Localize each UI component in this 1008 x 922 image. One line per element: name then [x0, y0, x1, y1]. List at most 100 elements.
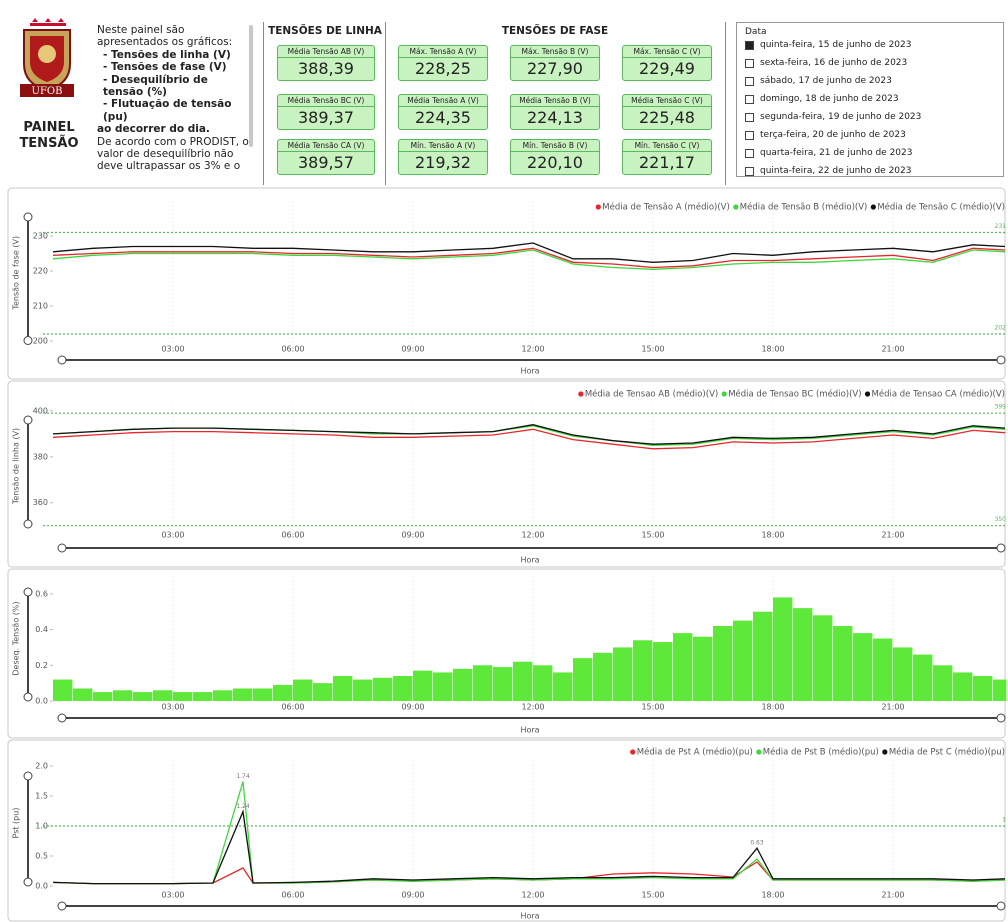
x-tick-label: 15:00 [641, 891, 664, 900]
divider [385, 22, 386, 185]
bar [493, 667, 513, 701]
legend-dot [630, 749, 636, 755]
x-tick-label: 03:00 [161, 531, 184, 540]
x-tick-label: 03:00 [161, 345, 184, 354]
x-tick-label: 15:00 [641, 531, 664, 540]
legend-label: Média de Tensao AB (médio)(V) [585, 389, 718, 400]
date-label[interactable]: quinta-feira, 15 de junho de 2023 [760, 40, 912, 50]
kpi-card: Média Tensão A (V) 224,35 [398, 94, 488, 130]
kpi-card: Máx. Tensão A (V) 228,25 [398, 45, 488, 81]
date-option[interactable]: domingo, 18 de junho de 2023 [745, 94, 899, 104]
bar [533, 665, 553, 701]
date-label[interactable]: terça-feira, 20 de junho de 2023 [760, 130, 906, 140]
checkbox[interactable] [745, 166, 754, 176]
date-option[interactable]: sábado, 17 de junho de 2023 [745, 76, 892, 86]
series-line [52, 424, 1006, 445]
kpi-card: Média Tensão B (V) 224,13 [510, 94, 600, 130]
y-slider-handle [23, 519, 33, 529]
y-axis-label: Tensão de fase (V) [12, 236, 21, 311]
x-tick-label: 12:00 [521, 531, 544, 540]
bar [633, 640, 653, 701]
bar [53, 679, 73, 701]
legend-label: Média de Tensão C (médio)(V) [877, 202, 1005, 213]
y-tick-label: 0.0 [35, 882, 48, 891]
date-option[interactable]: segunda-feira, 19 de junho de 2023 [745, 112, 921, 122]
kpi-label: Média Tensão CA (V) [278, 140, 374, 152]
logo: UFOB [20, 18, 74, 97]
x-tick-label: 21:00 [881, 703, 904, 712]
kpi-value: 389,57 [298, 153, 354, 172]
bar [113, 690, 133, 701]
y-tick-label: 230 [33, 232, 48, 241]
x-tick-label: 12:00 [521, 891, 544, 900]
checkbox[interactable] [745, 40, 754, 50]
scrollbar[interactable] [249, 25, 253, 147]
y-tick-label: 0.6 [35, 589, 48, 598]
kpi-value: 220,10 [527, 153, 583, 172]
legend-label: Média de Pst A (médio)(pu) [637, 747, 753, 758]
date-label[interactable]: sábado, 17 de junho de 2023 [760, 76, 892, 86]
kpi-value: 224,35 [415, 108, 471, 127]
kpi-value: 221,17 [639, 153, 695, 172]
x-tick-label: 21:00 [881, 345, 904, 354]
y-slider-handle [23, 877, 33, 887]
kpi-label: Máx. Tensão C (V) [623, 46, 711, 58]
data-label: 1.74 [236, 773, 250, 780]
date-label[interactable]: quarta-feira, 21 de junho de 2023 [760, 148, 913, 158]
x-axis-label: Hora [520, 912, 539, 921]
x-tick-label: 18:00 [761, 531, 784, 540]
y-tick-label: 220 [33, 267, 48, 276]
bar [673, 633, 693, 701]
checkbox[interactable] [745, 58, 754, 68]
bar [873, 638, 893, 701]
description-note: De acordo com o PRODIST, o valor de dese… [97, 135, 249, 173]
kpi-label: Mín. Tensão B (V) [511, 140, 599, 152]
filter-title: Data [745, 27, 767, 37]
date-option[interactable]: quinta-feira, 15 de junho de 2023 [745, 40, 911, 50]
description-outro: ao decorrer do dia. [97, 123, 210, 136]
description-item: - Tensões de fase (V) [103, 61, 227, 74]
kpi-value: 227,90 [527, 59, 583, 78]
bar [833, 626, 853, 701]
chart-panel [7, 187, 1006, 380]
x-tick-label: 03:00 [161, 891, 184, 900]
date-option[interactable]: quinta-feira, 22 de junho de 2023 [745, 166, 911, 176]
x-tick-label: 21:00 [881, 531, 904, 540]
kpi-card: Média Tensão CA (V) 389,57 [277, 139, 375, 175]
bar [193, 692, 213, 701]
kpi-label: Máx. Tensão B (V) [511, 46, 599, 58]
bar [893, 647, 913, 701]
checkbox[interactable] [745, 76, 754, 86]
kpi-label: Média Tensão BC (V) [278, 95, 374, 107]
kpi-label: Mín. Tensão A (V) [399, 140, 487, 152]
date-option[interactable]: sexta-feira, 16 de junho de 2023 [745, 58, 907, 68]
date-option[interactable]: terça-feira, 20 de junho de 2023 [745, 130, 906, 140]
kpi-label: Média Tensão AB (V) [278, 46, 374, 58]
kpi-value: 224,13 [527, 108, 583, 127]
bar [913, 654, 933, 701]
checkbox[interactable] [745, 112, 754, 122]
date-label[interactable]: segunda-feira, 19 de junho de 2023 [760, 112, 922, 122]
date-label[interactable]: domingo, 18 de junho de 2023 [760, 94, 899, 104]
date-filter: Data quinta-feira, 15 de junho de 2023 se… [736, 22, 1004, 177]
bar [613, 647, 633, 701]
date-label[interactable]: quinta-feira, 22 de junho de 2023 [760, 166, 912, 176]
checkbox[interactable] [745, 148, 754, 158]
checkbox[interactable] [745, 130, 754, 140]
kpi-value: 229,49 [639, 59, 695, 78]
reference-label: 202 [995, 325, 1007, 332]
date-label[interactable]: sexta-feira, 16 de junho de 2023 [760, 58, 908, 68]
bar [753, 611, 773, 701]
series-line [52, 781, 1006, 885]
checkbox[interactable] [745, 94, 754, 104]
bar [973, 676, 993, 701]
legend-dot [870, 204, 876, 210]
legend-label: Média de Pst C (médio)(pu) [889, 747, 1005, 758]
kpi-card: Máx. Tensão B (V) 227,90 [510, 45, 600, 81]
bar [313, 683, 333, 701]
kpi-card: Média Tensão BC (V) 389,37 [277, 94, 375, 130]
date-option[interactable]: quarta-feira, 21 de junho de 2023 [745, 148, 913, 158]
x-slider-handle [57, 713, 67, 723]
kpi-label: Máx. Tensão A (V) [399, 46, 487, 58]
